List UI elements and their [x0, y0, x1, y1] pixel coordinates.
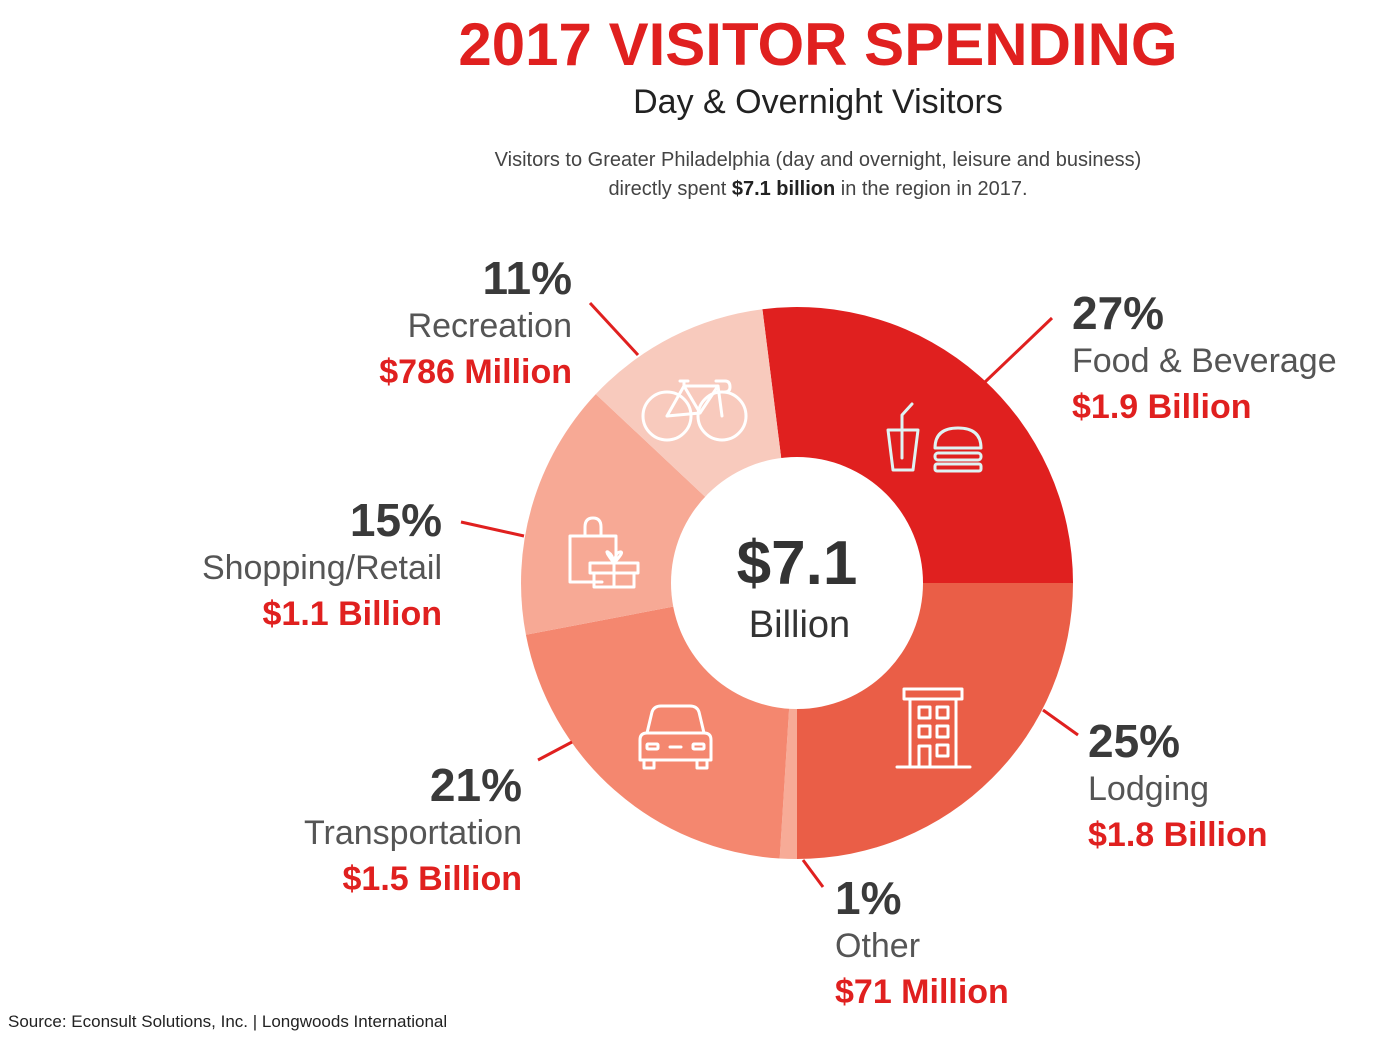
hotel-building-icon: [895, 687, 972, 769]
leader-line-shopping: [460, 520, 525, 538]
recreation-percent: 11%: [482, 252, 572, 304]
label-shopping-retail: 15% Shopping/Retail $1.1 Billion: [142, 497, 442, 637]
bicycle-icon: [641, 379, 748, 442]
leader-line-transportation: [537, 740, 573, 762]
car-icon: [638, 704, 713, 770]
shopping-bag-gift-icon: [568, 516, 640, 589]
source-citation: Source: Econsult Solutions, Inc. | Longw…: [8, 1012, 448, 1031]
label-food-beverage: 27% Food & Beverage $1.9 Billion: [1072, 290, 1392, 430]
leader-lines: [460, 301, 1079, 888]
total-highlight: $7.1 billion: [731, 178, 836, 200]
leader-line-other: [801, 859, 825, 888]
other-percent: 1%: [835, 872, 902, 924]
transportation-category: Transportation: [304, 814, 522, 852]
chart-subtitle: Day & Overnight Visitors: [633, 83, 1003, 121]
recreation-category: Recreation: [407, 307, 572, 345]
center-total-value: $7.1: [736, 529, 858, 598]
recreation-amount: $786 Million: [379, 353, 572, 391]
description-line-1: Visitors to Greater Philadelphia (day an…: [494, 149, 1142, 171]
shopping-category: Shopping/Retail: [201, 549, 442, 587]
leader-line-recreation: [588, 301, 640, 357]
label-lodging: 25% Lodging $1.8 Billion: [1088, 718, 1388, 858]
label-recreation: 11% Recreation $786 Million: [272, 255, 572, 395]
lodging-amount: $1.8 Billion: [1088, 816, 1268, 854]
shopping-amount: $1.1 Billion: [262, 595, 443, 633]
food-percent: 27%: [1072, 287, 1165, 339]
chart-title: 2017 VISITOR SPENDING: [458, 11, 1178, 78]
description-line-2: directly spent $7.1 billion in the regio…: [608, 178, 1028, 200]
shopping-percent: 15%: [349, 494, 442, 546]
leader-line-lodging: [1042, 708, 1079, 737]
lodging-category: Lodging: [1088, 770, 1210, 808]
food-amount: $1.9 Billion: [1072, 388, 1252, 426]
donut-hole: [671, 457, 923, 709]
leader-line-food: [983, 316, 1054, 384]
transportation-percent: 21%: [429, 759, 522, 811]
transportation-amount: $1.5 Billion: [342, 860, 523, 898]
other-category: Other: [835, 927, 921, 965]
other-amount: $71 Million: [835, 973, 1009, 1011]
label-other: 1% Other $71 Million: [835, 875, 1135, 1015]
lodging-percent: 25%: [1088, 715, 1181, 767]
food-beverage-icon: [886, 402, 983, 473]
center-total-unit: Billion: [748, 604, 851, 646]
food-category: Food & Beverage: [1072, 342, 1337, 380]
chart-description: Visitors to Greater Philadelphia (day an…: [0, 146, 1400, 204]
label-transportation: 21% Transportation $1.5 Billion: [222, 762, 522, 902]
